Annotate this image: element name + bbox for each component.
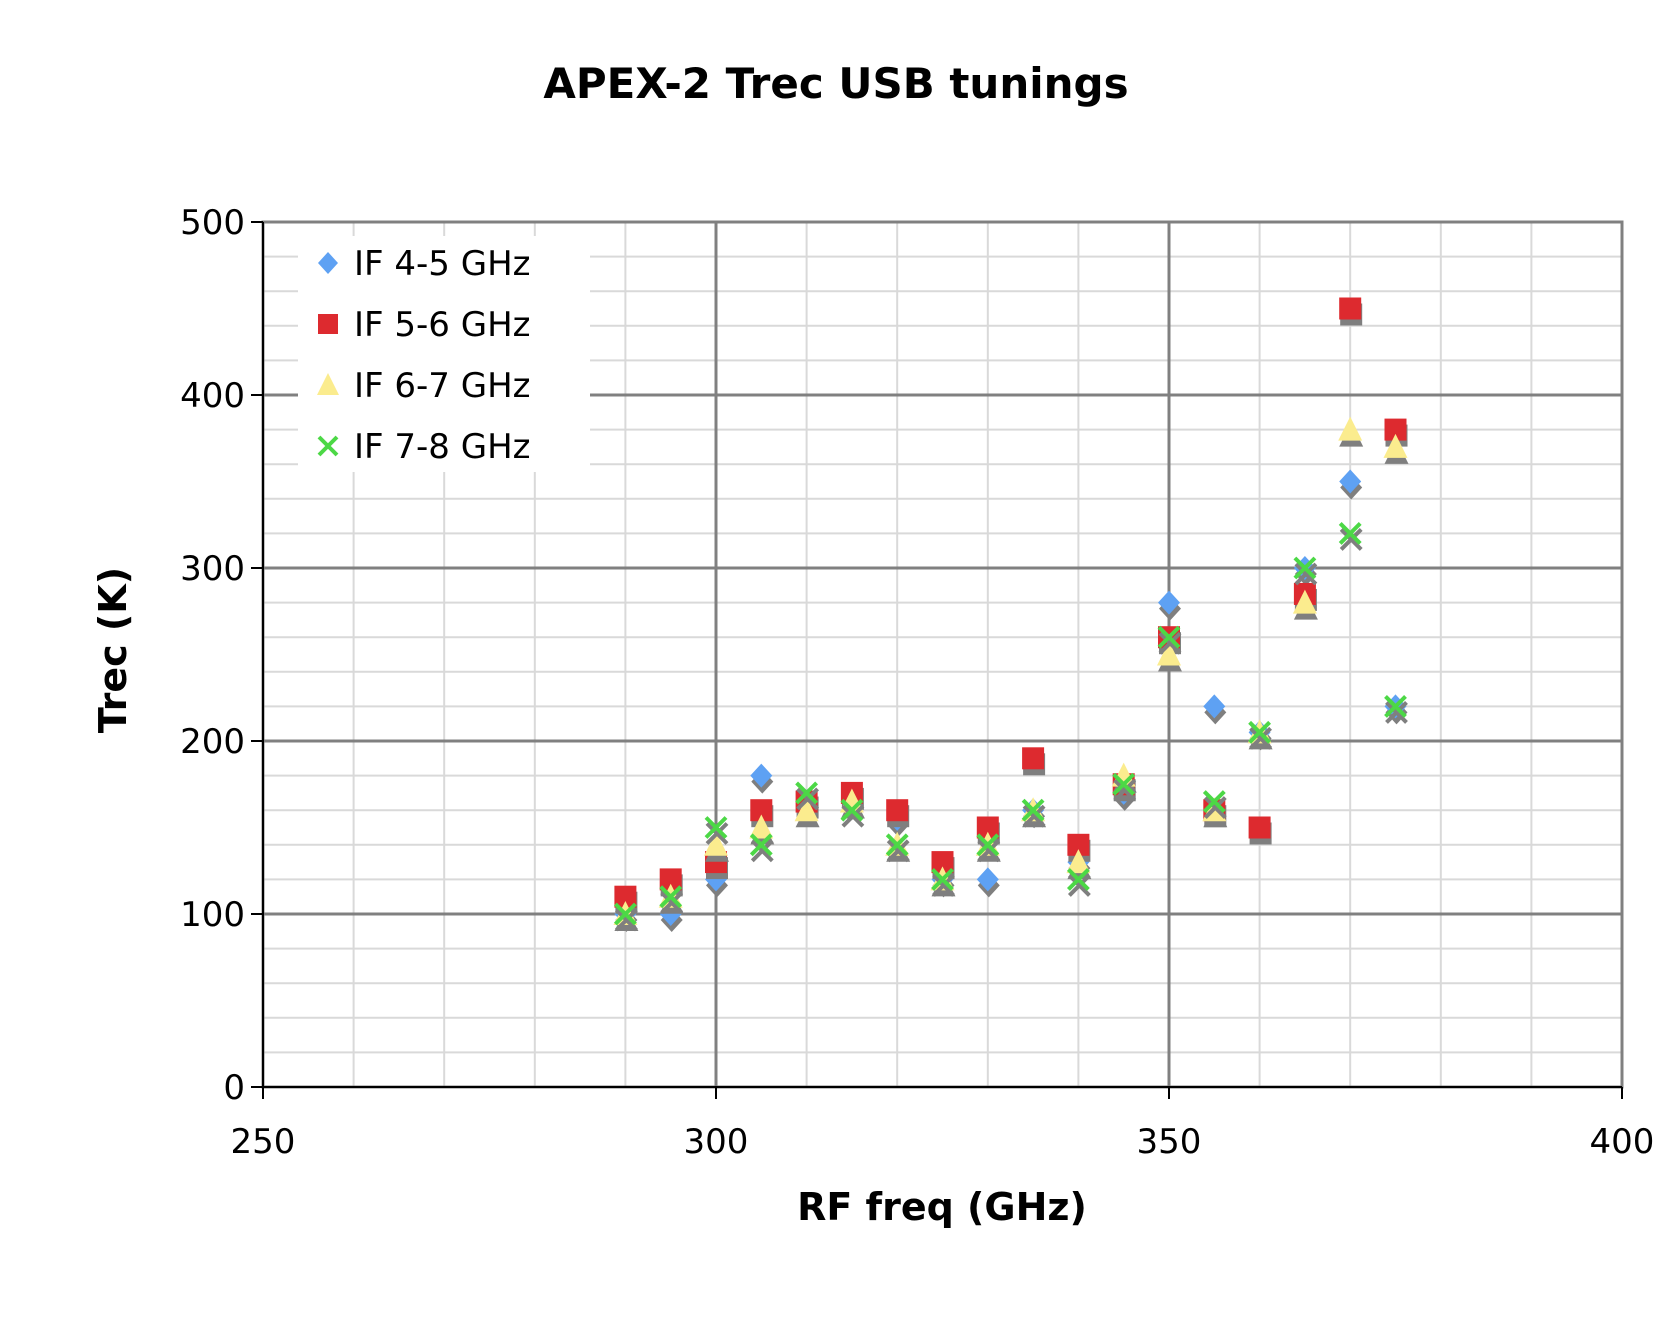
data-point <box>614 885 637 908</box>
data-point <box>750 799 773 822</box>
y-tick-label: 500 <box>180 203 245 243</box>
series-4 <box>613 521 1408 932</box>
y-tick-label: 0 <box>223 1068 245 1108</box>
y-tick-label: 100 <box>180 895 245 935</box>
x-axis-title: RF freq (GHz) <box>797 1185 1087 1229</box>
y-tick-label: 400 <box>180 376 245 416</box>
data-point <box>1384 694 1407 718</box>
data-point <box>1021 798 1045 822</box>
data-point <box>1248 720 1272 744</box>
data-point-shadow <box>1294 562 1318 586</box>
data-point <box>931 867 954 891</box>
series-2 <box>614 297 1408 914</box>
x-tick-label: 300 <box>684 1122 749 1162</box>
grid <box>261 220 1624 1089</box>
legend-item: IF 7-8 GHz <box>317 427 531 467</box>
x-tick-label: 400 <box>1590 1122 1655 1162</box>
data-point-shadow <box>1067 873 1091 897</box>
data-point-shadow <box>614 908 638 932</box>
data-point-shadow <box>1158 631 1182 655</box>
legend-label: IF 5-6 GHz <box>354 305 531 345</box>
data-point <box>1293 556 1317 580</box>
legend-label: IF 4-5 GHz <box>354 244 531 284</box>
data-point <box>795 781 819 805</box>
data-points <box>613 297 1409 932</box>
tick-labels: 0 100 200 300 400 500 250 300 350 400 <box>180 203 1654 1162</box>
series-3 <box>613 416 1409 931</box>
data-point-shadow <box>1022 804 1046 828</box>
chart-title: APEX-2 Trec USB tunings <box>543 59 1128 108</box>
data-point-shadow <box>705 822 729 845</box>
data-point <box>886 799 909 822</box>
data-point <box>613 902 637 926</box>
data-point-shadow <box>1203 796 1227 819</box>
data-point <box>840 798 864 822</box>
data-point <box>1158 590 1180 615</box>
data-point <box>1203 694 1226 719</box>
data-point <box>1067 833 1090 856</box>
data-point <box>1338 521 1362 545</box>
y-tick-label: 300 <box>180 549 245 589</box>
legend-marker <box>317 373 339 395</box>
data-point <box>749 814 774 839</box>
data-point <box>1022 747 1045 770</box>
data-point <box>976 833 1000 857</box>
data-point <box>1383 433 1408 458</box>
legend-marker <box>318 314 338 334</box>
data-point <box>1292 589 1317 614</box>
data-point <box>704 831 728 856</box>
legend-label: IF 7-8 GHz <box>354 427 531 467</box>
legend: IF 4-5 GHz IF 5-6 GHz IF 6-7 GHz IF 7-8 GHz <box>298 236 590 472</box>
data-point-shadow <box>1339 527 1363 551</box>
data-point-shadow <box>1385 700 1408 724</box>
data-point <box>659 885 683 909</box>
legend-marker <box>318 252 338 274</box>
data-point <box>749 833 773 857</box>
data-point <box>659 868 682 891</box>
axes <box>262 222 1622 1088</box>
legend-item: IF 4-5 GHz <box>318 244 531 284</box>
data-point <box>931 851 954 874</box>
data-point <box>1066 867 1090 891</box>
data-point <box>1112 772 1136 796</box>
data-point-shadow <box>1249 726 1273 750</box>
data-point <box>1248 816 1271 839</box>
data-point <box>794 797 819 822</box>
legend-label: IF 6-7 GHz <box>354 366 531 406</box>
data-point <box>1384 418 1407 441</box>
data-point-shadow <box>841 804 865 828</box>
data-point <box>1339 297 1362 320</box>
data-point-shadow <box>886 839 910 863</box>
data-point <box>976 816 999 839</box>
data-point <box>1157 641 1181 666</box>
data-point-shadow <box>932 873 955 897</box>
data-point <box>885 833 909 857</box>
legend-item: IF 5-6 GHz <box>318 305 531 345</box>
data-point <box>976 867 999 892</box>
data-point <box>1202 790 1226 813</box>
data-point <box>1157 625 1181 649</box>
data-point <box>750 763 773 788</box>
data-point <box>1066 849 1091 874</box>
y-tick-label: 200 <box>180 722 245 762</box>
x-tick-label: 350 <box>1137 1122 1202 1162</box>
y-axis-title: Trec (K) <box>91 567 135 733</box>
legend-box <box>298 236 590 472</box>
data-point-shadow <box>750 839 774 863</box>
data-point <box>1339 469 1362 494</box>
data-point-shadow <box>977 839 1001 863</box>
series-1 <box>614 469 1408 932</box>
data-point <box>1338 416 1363 441</box>
data-point <box>704 816 728 839</box>
legend-marker <box>317 435 339 457</box>
data-point-shadow <box>1113 778 1137 802</box>
data-point-shadow <box>660 891 684 915</box>
data-point-shadow <box>796 787 820 811</box>
x-tick-label: 250 <box>231 1122 296 1162</box>
legend-item: IF 6-7 GHz <box>317 366 531 406</box>
